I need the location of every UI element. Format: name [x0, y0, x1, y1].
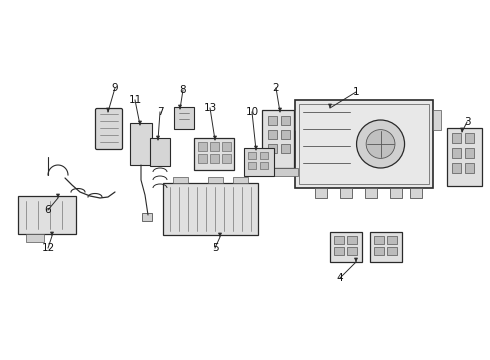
Bar — [194, 138, 234, 170]
Text: 1: 1 — [353, 87, 359, 97]
Bar — [387, 247, 397, 255]
Bar — [262, 110, 294, 168]
Bar — [208, 177, 223, 183]
Bar — [447, 128, 482, 186]
Bar — [330, 232, 362, 262]
Text: 9: 9 — [112, 83, 118, 93]
Bar — [26, 234, 44, 242]
Bar — [248, 162, 256, 169]
Text: 7: 7 — [157, 107, 163, 117]
Bar — [281, 116, 290, 125]
Bar — [465, 133, 474, 143]
Bar — [233, 177, 248, 183]
Bar — [315, 188, 327, 198]
Text: 6: 6 — [45, 205, 51, 215]
Bar — [390, 188, 402, 198]
Bar — [452, 163, 461, 173]
Bar — [248, 152, 256, 159]
Bar — [258, 168, 298, 176]
Bar — [334, 247, 344, 255]
Bar — [198, 142, 207, 151]
Bar — [370, 232, 402, 262]
Bar — [281, 144, 290, 153]
Bar — [374, 236, 384, 244]
Bar — [268, 116, 277, 125]
Bar — [18, 196, 76, 234]
Bar — [387, 236, 397, 244]
Bar — [174, 107, 194, 129]
Bar — [287, 110, 295, 130]
Text: 11: 11 — [128, 95, 142, 105]
Bar — [365, 188, 377, 198]
Bar — [260, 162, 268, 169]
Bar — [222, 154, 231, 163]
Text: 4: 4 — [337, 273, 343, 283]
Bar — [340, 188, 352, 198]
Bar — [130, 123, 152, 165]
Bar — [210, 142, 219, 151]
Text: 2: 2 — [273, 83, 279, 93]
Bar — [222, 142, 231, 151]
Bar — [347, 236, 357, 244]
Bar — [374, 247, 384, 255]
Circle shape — [357, 120, 405, 168]
Bar — [410, 188, 422, 198]
Circle shape — [366, 130, 395, 158]
FancyBboxPatch shape — [96, 108, 122, 149]
Text: 10: 10 — [245, 107, 259, 117]
Bar — [210, 154, 219, 163]
Bar — [142, 213, 152, 221]
Bar — [198, 154, 207, 163]
Bar — [465, 163, 474, 173]
Bar — [281, 130, 290, 139]
Bar — [433, 110, 441, 130]
Bar — [163, 183, 258, 235]
Text: 3: 3 — [464, 117, 470, 127]
Bar — [347, 247, 357, 255]
Bar — [268, 144, 277, 153]
Bar — [268, 130, 277, 139]
Text: 5: 5 — [212, 243, 219, 253]
Bar — [295, 100, 433, 188]
Bar — [452, 148, 461, 158]
Bar — [150, 138, 170, 166]
Text: 8: 8 — [180, 85, 186, 95]
Text: 12: 12 — [41, 243, 54, 253]
Bar — [452, 133, 461, 143]
Bar — [334, 236, 344, 244]
Bar — [465, 148, 474, 158]
Bar — [173, 177, 188, 183]
Bar — [299, 104, 429, 184]
Text: 13: 13 — [203, 103, 217, 113]
Bar — [260, 152, 268, 159]
Bar — [244, 148, 274, 176]
